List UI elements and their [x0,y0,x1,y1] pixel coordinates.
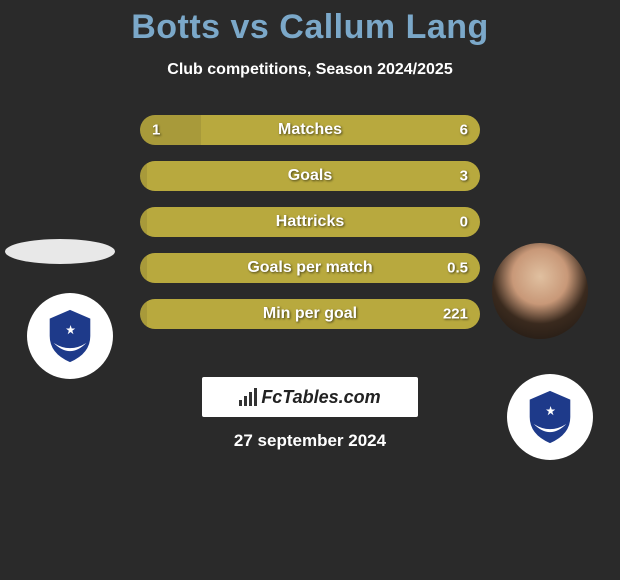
bar-value-right: 221 [443,306,468,323]
page-title: Botts vs Callum Lang [0,0,620,47]
bar-row: Min per goal 221 [140,299,480,329]
bar-left-segment [140,299,147,329]
bar-label: Hattricks [276,213,344,231]
bar-label: Min per goal [263,305,357,323]
bar-label: Goals [288,167,332,185]
player-right-club-badge [507,374,593,460]
shield-icon [521,388,579,446]
bar-left-segment [140,115,201,145]
bar-value-left: 1 [152,122,160,139]
player-left-club-badge [27,293,113,379]
bar-row: Hattricks 0 [140,207,480,237]
bar-value-right: 0 [460,214,468,231]
bar-left-segment [140,207,147,237]
bar-value-right: 3 [460,168,468,185]
bar-value-right: 0.5 [447,260,468,277]
player-right-avatar [492,243,588,339]
bar-left-segment [140,161,147,191]
comparison-bars: Matches 1 6 Goals 3 Hattricks 0 Goals per match… [140,115,480,345]
footer-brand-logo: FcTables.com [202,377,418,417]
shield-icon [41,307,99,365]
bar-row: Matches 1 6 [140,115,480,145]
bars-icon [239,388,257,406]
bar-row: Goals 3 [140,161,480,191]
bar-row: Goals per match 0.5 [140,253,480,283]
comparison-panel: Matches 1 6 Goals 3 Hattricks 0 Goals per match… [0,115,620,355]
player-left-avatar [5,239,115,264]
subtitle: Club competitions, Season 2024/2025 [0,61,620,79]
footer-brand-text: FcTables.com [261,387,380,408]
bar-left-segment [140,253,147,283]
bar-label: Goals per match [247,259,372,277]
bar-label: Matches [278,121,342,139]
bar-value-right: 6 [460,122,468,139]
